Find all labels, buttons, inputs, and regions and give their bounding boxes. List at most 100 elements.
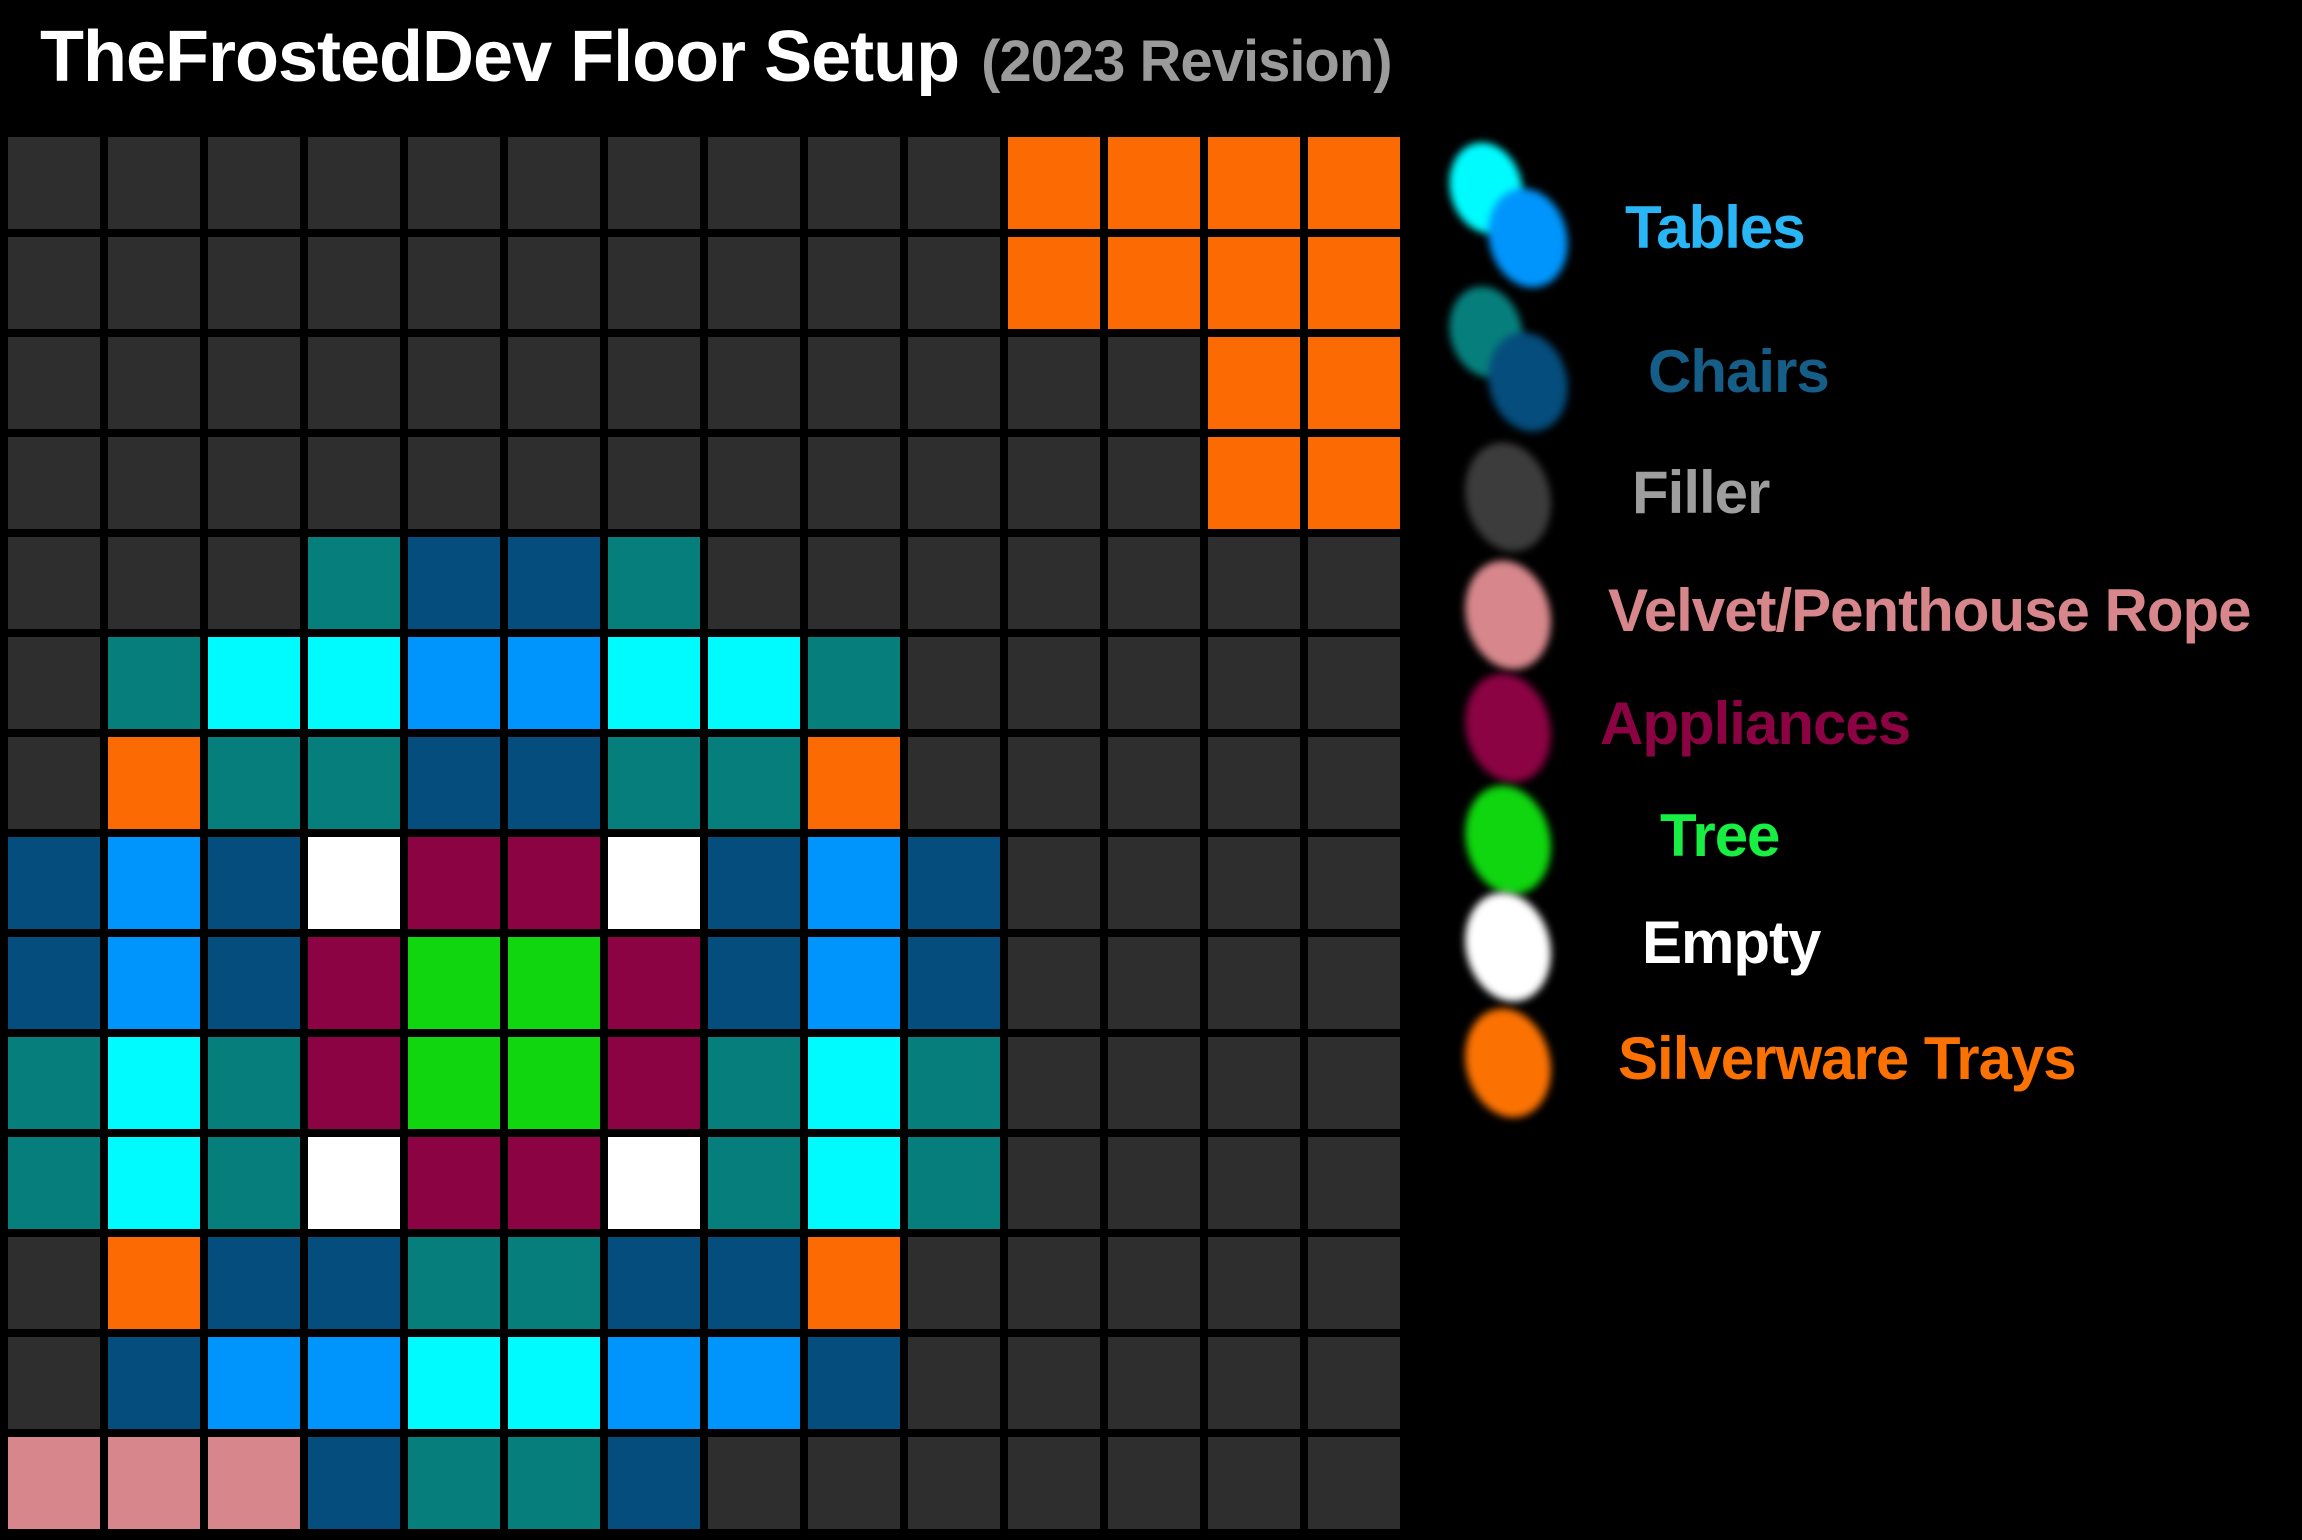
grid-cell-filler (1008, 1037, 1100, 1129)
silverware-legend-dot-icon (1453, 999, 1563, 1127)
grid-cell-table-blue (708, 1337, 800, 1429)
page-subtitle: (2023 Revision) (981, 29, 1393, 94)
grid-cell-filler (308, 337, 400, 429)
grid-cell-table-blue (508, 637, 600, 729)
grid-cell-chair-teal (508, 1237, 600, 1329)
grid-cell-filler (1108, 1437, 1200, 1529)
grid-cell-chair-teal (808, 637, 900, 729)
grid-cell-filler (8, 737, 100, 829)
grid-cell-filler (508, 237, 600, 329)
grid-cell-filler (1108, 537, 1200, 629)
grid-cell-chair-dark-blue (408, 537, 500, 629)
grid-cell-filler (1308, 1137, 1400, 1229)
tree-legend-dot-icon (1453, 776, 1563, 904)
grid-cell-filler (808, 537, 900, 629)
grid-cell-table-cyan (808, 1037, 900, 1129)
grid-cell-appliance (508, 1137, 600, 1229)
grid-cell-filler (1008, 1137, 1100, 1229)
legend-label-chairs: Chairs (1648, 338, 1830, 405)
grid-cell-filler (908, 1237, 1000, 1329)
grid-cell-filler (108, 537, 200, 629)
grid-cell-filler (908, 337, 1000, 429)
grid-cell-filler (8, 1237, 100, 1329)
grid-cell-table-cyan (708, 637, 800, 729)
grid-cell-filler (1208, 937, 1300, 1029)
grid-cell-filler (1308, 1437, 1400, 1529)
grid-cell-silverware-tray (808, 1237, 900, 1329)
grid-cell-table-blue (208, 1337, 300, 1429)
grid-cell-filler (1208, 1037, 1300, 1129)
grid-cell-filler (1208, 837, 1300, 929)
grid-cell-filler (908, 637, 1000, 729)
grid-cell-filler (708, 237, 800, 329)
grid-cell-table-cyan (608, 637, 700, 729)
grid-cell-filler (208, 537, 300, 629)
grid-cell-chair-dark-blue (208, 1237, 300, 1329)
grid-cell-silverware-tray (1008, 237, 1100, 329)
grid-cell-chair-dark-blue (408, 737, 500, 829)
grid-cell-chair-teal (908, 1137, 1000, 1229)
grid-cell-filler (808, 237, 900, 329)
grid-cell-filler (608, 137, 700, 229)
grid-cell-silverware-tray (108, 1237, 200, 1329)
grid-cell-table-cyan (208, 637, 300, 729)
grid-cell-velvet-penthouse-rope (208, 1437, 300, 1529)
grid-cell-chair-teal (208, 1137, 300, 1229)
grid-cell-filler (1008, 1437, 1100, 1529)
grid-cell-filler (908, 1337, 1000, 1429)
grid-cell-filler (1308, 837, 1400, 929)
grid-cell-filler (1008, 837, 1100, 929)
grid-cell-table-cyan (808, 1137, 900, 1229)
grid-cell-chair-dark-blue (808, 1337, 900, 1429)
grid-cell-filler (508, 337, 600, 429)
grid-cell-filler (1108, 837, 1200, 929)
grid-cell-chair-teal (408, 1437, 500, 1529)
grid-cell-tree (508, 937, 600, 1029)
grid-cell-table-blue (608, 1337, 700, 1429)
grid-cell-chair-teal (708, 1037, 800, 1129)
grid-cell-silverware-tray (1108, 237, 1200, 329)
grid-cell-table-blue (108, 837, 200, 929)
grid-cell-filler (908, 737, 1000, 829)
grid-cell-filler (1308, 1037, 1400, 1129)
grid-cell-filler (1108, 937, 1200, 1029)
grid-cell-chair-dark-blue (208, 937, 300, 1029)
grid-cell-chair-teal (608, 537, 700, 629)
grid-cell-filler (1308, 737, 1400, 829)
grid-cell-filler (408, 337, 500, 429)
grid-cell-chair-dark-blue (308, 1237, 400, 1329)
grid-cell-table-cyan (108, 1137, 200, 1229)
grid-cell-chair-teal (108, 637, 200, 729)
grid-cell-filler (108, 437, 200, 529)
grid-cell-appliance (408, 837, 500, 929)
grid-cell-filler (8, 237, 100, 329)
grid-cell-filler (8, 137, 100, 229)
grid-cell-tree (508, 1037, 600, 1129)
grid-cell-filler (1108, 1037, 1200, 1129)
grid-cell-chair-dark-blue (508, 737, 600, 829)
grid-cell-filler (1208, 637, 1300, 729)
grid-cell-filler (808, 437, 900, 529)
grid-cell-filler (808, 1437, 900, 1529)
grid-cell-appliance (308, 937, 400, 1029)
grid-cell-filler (8, 437, 100, 529)
grid-cell-filler (1108, 637, 1200, 729)
grid-cell-table-cyan (308, 637, 400, 729)
grid-cell-silverware-tray (1308, 237, 1400, 329)
grid-cell-velvet-penthouse-rope (108, 1437, 200, 1529)
grid-cell-filler (908, 237, 1000, 329)
grid-cell-filler (1208, 1237, 1300, 1329)
grid-cell-velvet-penthouse-rope (8, 1437, 100, 1529)
grid-cell-silverware-tray (1308, 337, 1400, 429)
grid-cell-filler (1108, 1137, 1200, 1229)
grid-cell-silverware-tray (1108, 137, 1200, 229)
grid-cell-filler (1008, 637, 1100, 729)
grid-cell-filler (1008, 437, 1100, 529)
grid-cell-filler (8, 337, 100, 429)
grid-cell-table-cyan (508, 1337, 600, 1429)
grid-cell-filler (1208, 737, 1300, 829)
grid-cell-filler (108, 137, 200, 229)
grid-cell-filler (908, 537, 1000, 629)
grid-cell-appliance (408, 1137, 500, 1229)
